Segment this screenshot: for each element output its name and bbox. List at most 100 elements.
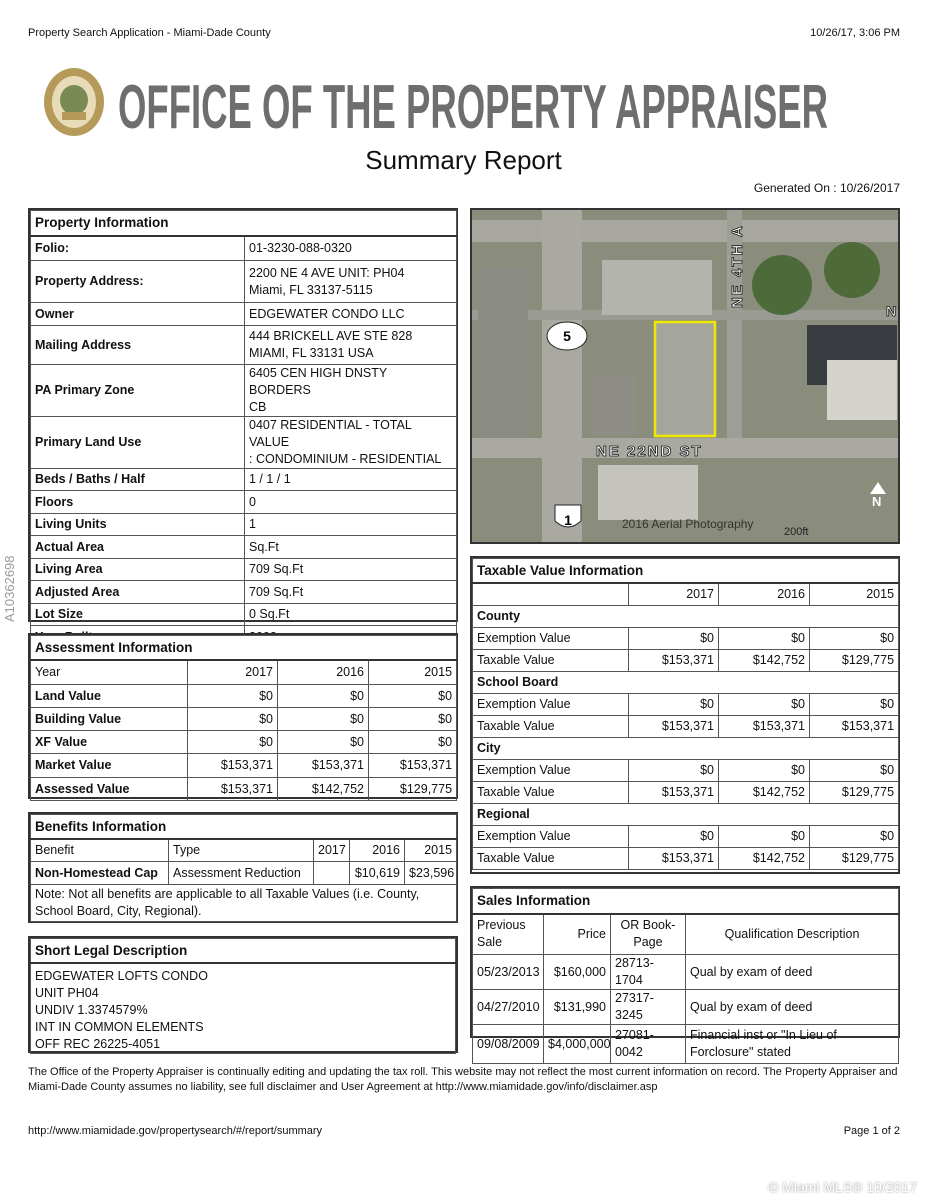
value-cell: $0: [277, 707, 369, 731]
legal-line: OFF REC 26225-4051: [35, 1036, 161, 1051]
table-row: Non-Homestead Cap Assessment Reduction $10…: [30, 861, 458, 885]
legal-text-row: EDGEWATER LOFTS CONDO UNIT PH04 UNDIV 1.33…: [30, 962, 456, 1054]
value-cell: $23,596: [403, 861, 458, 885]
table-row: Taxable Value $153,371 $153,371 $153,371: [472, 715, 900, 738]
column-header: 2017: [628, 582, 719, 606]
section-title: Short Legal Description: [30, 938, 456, 964]
sale-cell: 05/23/2013: [472, 954, 544, 990]
mls-watermark: © Miami MLS® 10/2017: [767, 1179, 917, 1195]
footer-url[interactable]: http://www.miamidade.gov/propertysearch/…: [28, 1125, 323, 1137]
value-cell: $0: [628, 627, 719, 650]
table-row: Exemption Value $0 $0 $0: [472, 693, 900, 716]
table-row: Building Value $0 $0 $0: [30, 707, 458, 731]
report-title: Summary Report: [365, 145, 562, 175]
legal-line: INT IN COMMON ELEMENTS: [35, 1019, 204, 1034]
field-value: 2200 NE 4 AVE UNIT: PH04 Miami, FL 33137-…: [243, 260, 458, 303]
table-row: PA Primary Zone 6405 CEN HIGH DNSTY BORDE…: [30, 364, 458, 417]
value-cell: $142,752: [277, 777, 369, 801]
section-title: Benefits Information: [29, 814, 458, 840]
assessment-information-table: Assessment Information Year 2017 2016 2015 La…: [28, 633, 458, 801]
field-label: Primary Land Use: [30, 416, 245, 469]
table-row: Living Area 709 Sq.Ft: [30, 558, 458, 581]
field-value: 444 BRICKELL AVE STE 828 MIAMI, FL 33131 …: [243, 325, 458, 365]
value-cell: $0: [718, 627, 810, 650]
field-label: Lot Size: [30, 603, 245, 626]
legal-line: UNDIV 1.3374579%: [35, 1002, 148, 1017]
row-label: Exemption Value: [472, 759, 629, 782]
sale-cell: Financial inst or "In Lieu of Forclosure…: [684, 1024, 900, 1064]
field-value-line: : CONDOMINIUM - RESIDENTIAL: [249, 452, 442, 466]
row-label: Exemption Value: [472, 627, 629, 650]
sale-cell: $131,990: [543, 989, 611, 1025]
taxable-value-table: Taxable Value Information 2017 2016 2015 Cou…: [470, 556, 900, 874]
table-row: Taxable Value $153,371 $142,752 $129,775: [472, 781, 900, 804]
field-label: Folio:: [30, 235, 245, 261]
generated-date: Generated On : 10/26/2017: [753, 181, 900, 195]
office-title: OFFICE OF THE PROPERTY APPRAISER: [118, 74, 828, 134]
field-value-line: Miami, FL 33137-5115: [249, 282, 373, 297]
field-value-line: 1 / 1 / 1: [249, 472, 291, 486]
table-row: Owner EDGEWATER CONDO LLC: [30, 302, 458, 326]
route-5-shield: 5: [563, 328, 571, 344]
short-legal-description: Short Legal Description EDGEWATER LOFTS C…: [28, 936, 458, 1054]
sale-cell: $160,000: [543, 954, 611, 990]
group-label: City: [471, 737, 900, 760]
column-header: Price: [543, 913, 611, 955]
sale-cell: Qual by exam of deed: [684, 954, 900, 990]
field-label: Living Area: [30, 558, 245, 581]
table-title-row: Assessment Information: [29, 635, 458, 661]
value-cell: $129,775: [808, 847, 900, 870]
route-1-shield: 1: [564, 512, 572, 528]
sale-cell: Qual by exam of deed: [684, 989, 900, 1025]
field-label: Mailing Address: [30, 325, 245, 365]
column-header: Qualification Description: [684, 913, 900, 955]
group-row: School Board: [471, 671, 900, 694]
sales-information-table: Sales Information Previous Sale Price OR Bo…: [470, 886, 900, 1064]
column-header: Benefit: [30, 838, 169, 862]
table-row: Lot Size 0 Sq.Ft: [30, 603, 458, 626]
value-cell: $153,371: [628, 649, 719, 672]
street-label-n: N: [886, 303, 896, 319]
header-row: Year 2017 2016 2015: [30, 659, 458, 685]
map-credit: 2016 Aerial Photography: [622, 517, 753, 531]
field-value: 6405 CEN HIGH DNSTY BORDERS CB: [243, 364, 458, 417]
row-label: XF Value: [30, 730, 188, 754]
legal-line: UNIT PH04: [35, 985, 99, 1000]
legal-text: EDGEWATER LOFTS CONDO UNIT PH04 UNDIV 1.33…: [30, 962, 456, 1054]
column-header: Type: [168, 838, 314, 862]
table-row: Floors 0: [30, 490, 458, 514]
value-cell: $153,371: [187, 777, 278, 801]
table-row: Taxable Value $153,371 $142,752 $129,775: [472, 649, 900, 672]
header-row: Previous Sale Price OR Book-Page Qualificat…: [472, 913, 900, 955]
listing-id-watermark: A10362698: [2, 555, 17, 622]
table-title-row: Taxable Value Information: [471, 558, 900, 584]
aerial-map[interactable]: 5 1 NE 22ND ST NE 4TH A N N 2016 Aerial …: [470, 208, 900, 544]
row-label: Exemption Value: [472, 693, 629, 716]
note-row: Note: Not all benefits are applicable to…: [29, 884, 458, 922]
group-row: County: [471, 605, 900, 628]
field-label: Living Units: [30, 513, 245, 536]
table-row: Assessed Value $153,371 $142,752 $129,775: [30, 777, 458, 801]
row-label: Taxable Value: [472, 715, 629, 738]
property-information-table: Property Information Folio: 01-3230-088-03…: [28, 208, 458, 649]
table-row: Land Value $0 $0 $0: [30, 684, 458, 708]
value-cell: $0: [808, 693, 900, 716]
table-title-row: Short Legal Description: [30, 938, 456, 964]
section-title: Assessment Information: [29, 635, 458, 661]
column-header: 2015: [403, 838, 458, 862]
column-header: 2015: [367, 659, 458, 685]
page-number: Page 1 of 2: [843, 1125, 900, 1137]
street-label-ne-22nd: NE 22ND ST: [596, 443, 703, 460]
value-cell: $153,371: [367, 753, 458, 778]
section-title: Sales Information: [471, 888, 900, 915]
group-label: Regional: [471, 803, 900, 826]
table-row: 05/23/2013 $160,000 28713-1704 Qual by exam…: [472, 954, 900, 990]
value-cell: $0: [277, 684, 369, 708]
column-header: 2017: [313, 838, 350, 862]
north-label: N: [872, 494, 881, 509]
row-label: Assessed Value: [30, 777, 188, 801]
sale-cell: $4,000,000: [543, 1024, 611, 1064]
value-cell: $153,371: [628, 715, 719, 738]
table-row: Primary Land Use 0407 RESIDENTIAL - TOTAL…: [30, 416, 458, 469]
column-header: Year: [30, 659, 188, 685]
